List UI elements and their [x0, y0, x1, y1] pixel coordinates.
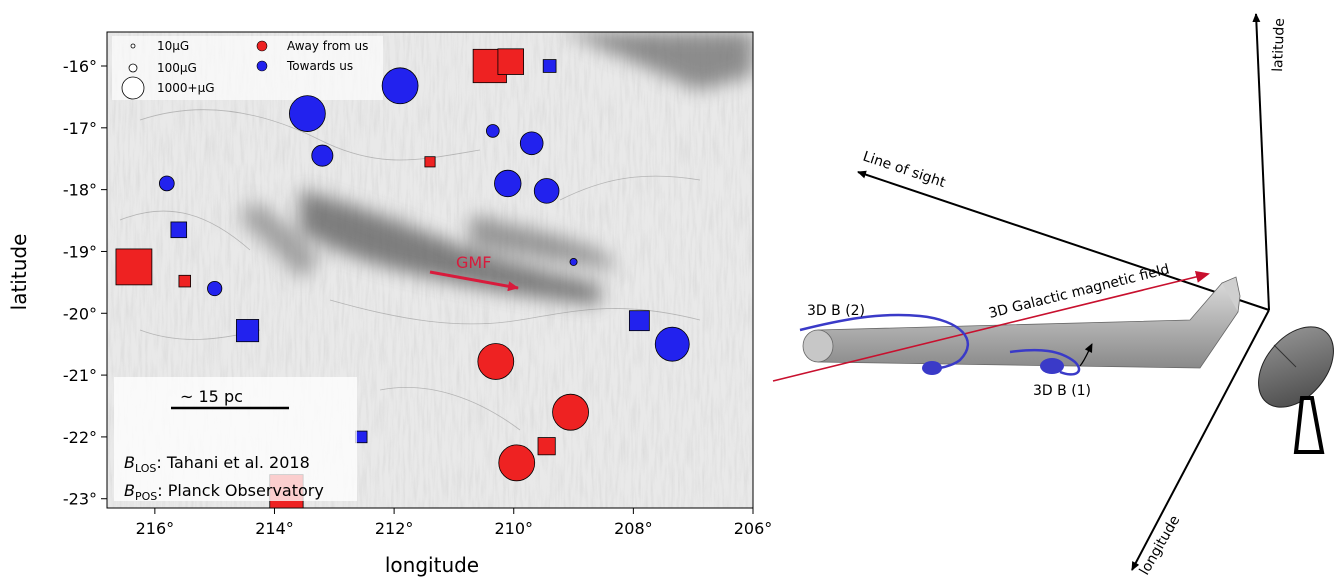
longitude-axis: [1131, 309, 1270, 571]
data-point-circle: [207, 280, 223, 297]
b1-field-cap: [1040, 358, 1064, 374]
data-point-circle: [533, 178, 560, 204]
scale-bar-label: ~ 15 pc: [180, 387, 243, 406]
direction-legend: Away from us Towards us: [256, 39, 368, 73]
data-point-square: [178, 274, 191, 288]
plot-frame: [106, 31, 754, 509]
data-point-square: [236, 319, 260, 343]
b2-label: 3D B (2): [807, 303, 865, 319]
size-legend-label: 10μG: [157, 39, 189, 53]
blos-label: BLOS: Tahani et al. 2018: [124, 453, 310, 475]
y-tick-label: -21°: [63, 366, 97, 385]
line-of-sight-axis: [857, 170, 1270, 311]
direction-legend-marker: [256, 40, 268, 52]
legend-box: [112, 36, 383, 100]
b1-curl-arrow: [1079, 343, 1093, 367]
annotation-box: [114, 377, 357, 501]
line-of-sight-label: Line of sight: [861, 149, 948, 192]
direction-legend-label: Away from us: [287, 39, 368, 53]
longitude-axis-label: longitude: [1137, 513, 1184, 578]
direction-legend-marker: [256, 60, 268, 72]
galactic-field-arrow: [772, 271, 1210, 382]
cloud-tube-end: [802, 329, 834, 363]
y-tick-label: -17°: [63, 119, 97, 138]
data-point-square: [542, 59, 557, 73]
y-tick-label: -20°: [63, 304, 97, 323]
data-point-circle: [654, 326, 690, 362]
size-legend: 10μG 100μG 1000+μG: [121, 39, 215, 100]
gmf-label: GMF: [456, 253, 491, 272]
data-point-square: [537, 437, 556, 456]
y-tick-label: -18°: [63, 181, 97, 200]
x-tick-label: 208°: [614, 519, 653, 538]
data-point-circle: [498, 444, 536, 482]
size-legend-label: 100μG: [157, 61, 197, 75]
bpos-label: BPOS: Planck Observatory: [124, 481, 324, 503]
x-axis-ticks: 216° 214° 212° 210° 208° 206°: [136, 508, 773, 538]
data-point-square: [497, 48, 524, 75]
data-point-circle: [569, 257, 578, 266]
b2-field-cap: [922, 361, 942, 375]
data-point-square: [170, 221, 188, 239]
size-legend-marker: [130, 43, 136, 49]
data-point-square: [628, 310, 650, 332]
data-point-square: [354, 430, 368, 444]
x-tick-label: 214°: [255, 519, 294, 538]
diagram-panel: latitude Line of sight longitude 3D Gala…: [772, 13, 1334, 578]
data-point-circle: [485, 124, 500, 138]
x-tick-label: 210°: [494, 519, 533, 538]
data-point-square: [424, 156, 436, 168]
data-point-square: [115, 248, 153, 286]
latitude-axis: [1252, 13, 1270, 311]
x-tick-label: 212°: [375, 519, 414, 538]
direction-legend-label: Towards us: [286, 59, 353, 73]
data-point-circle: [289, 95, 326, 132]
y-axis-ticks: -16° -17° -18° -19° -20° -21° -22° -23°: [63, 57, 107, 509]
data-point-circle: [381, 67, 419, 105]
data-point-circle: [519, 131, 544, 156]
data-point-circle: [311, 144, 334, 167]
y-tick-label: -16°: [63, 57, 97, 76]
latitude-axis-label: latitude: [1270, 18, 1288, 72]
size-legend-marker: [121, 76, 145, 100]
size-legend-marker: [128, 63, 138, 73]
galactic-field-label: 3D Galactic magnetic field: [987, 261, 1171, 321]
data-point-circle: [494, 169, 522, 198]
data-point-circle: [477, 343, 515, 380]
y-axis-label: latitude: [7, 234, 31, 311]
y-tick-label: -23°: [63, 490, 97, 509]
y-tick-label: -19°: [63, 242, 97, 261]
x-axis-label: longitude: [385, 553, 479, 577]
data-point-circle: [158, 175, 175, 192]
size-legend-label: 1000+μG: [157, 81, 215, 95]
telescope-icon: [1258, 326, 1334, 454]
b1-label: 3D B (1): [1033, 383, 1091, 399]
gmf-arrow: [429, 270, 519, 292]
y-tick-label: -22°: [63, 428, 97, 447]
data-point-circle: [552, 393, 589, 431]
cloud-tube-bend: [1221, 276, 1241, 313]
b2-field-line: [799, 313, 1081, 376]
x-tick-label: 216°: [136, 519, 175, 538]
x-tick-label: 206°: [734, 519, 773, 538]
